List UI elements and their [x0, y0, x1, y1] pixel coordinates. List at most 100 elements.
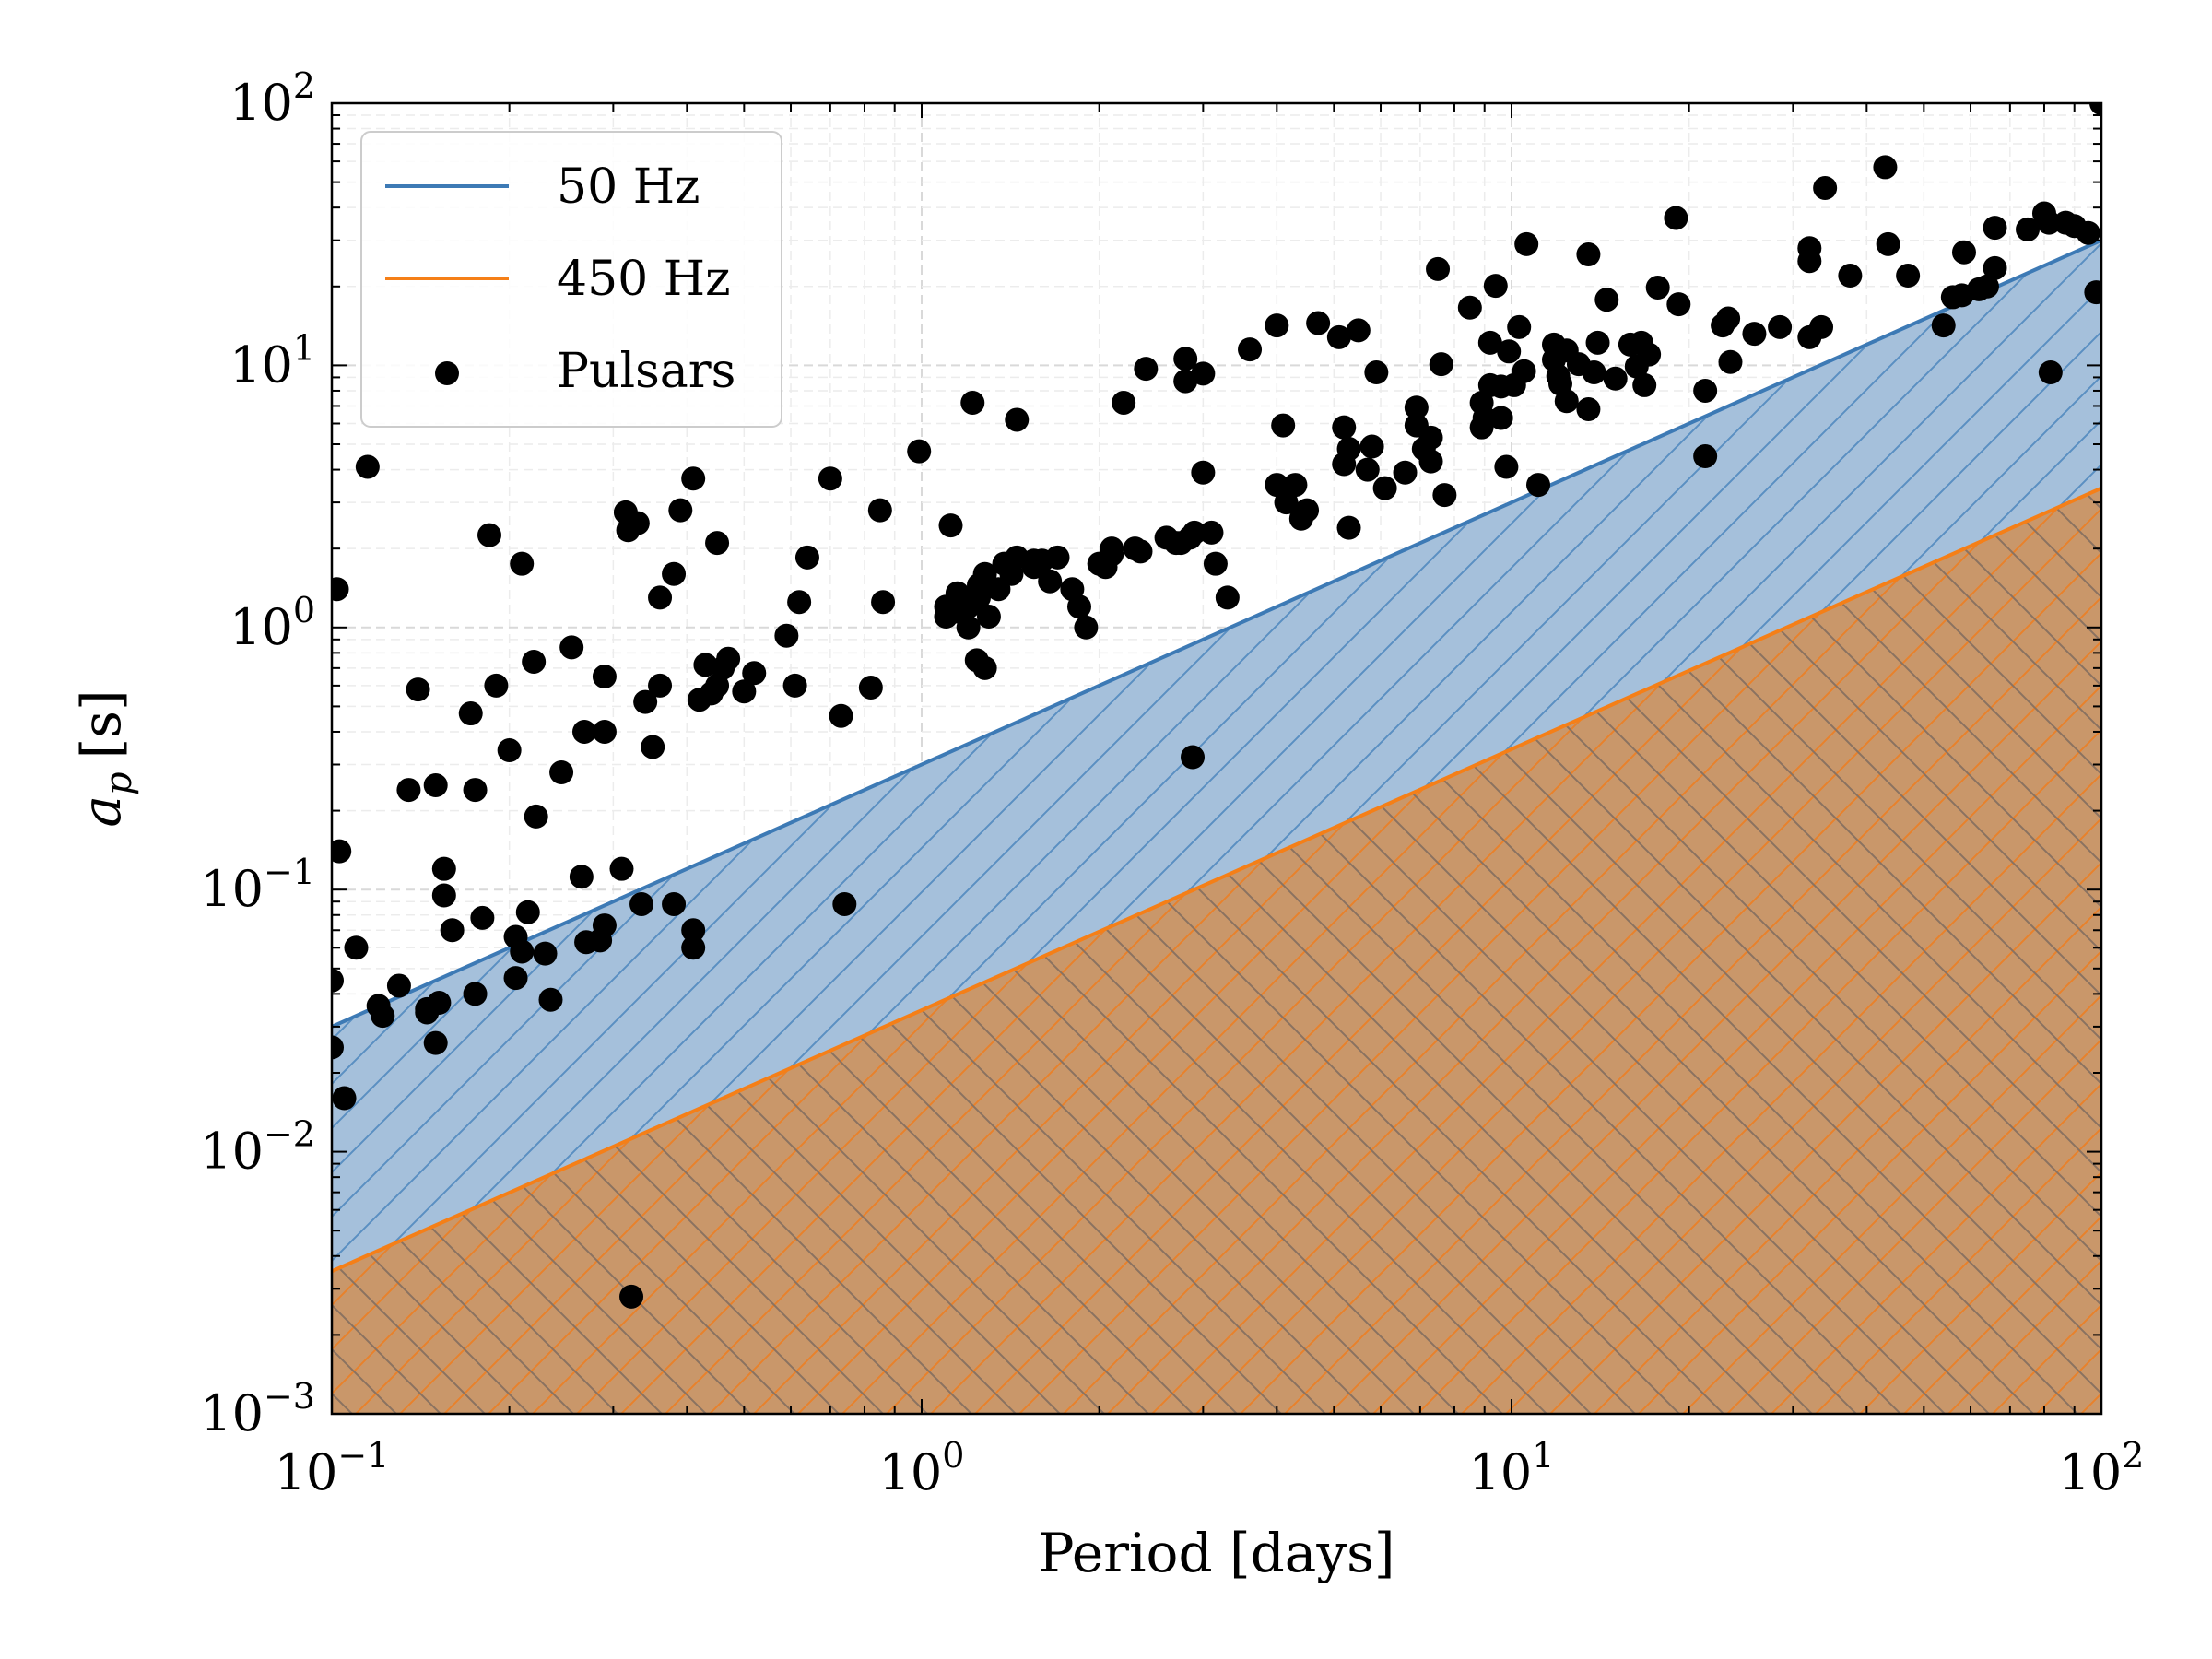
pulsar-point: [1582, 360, 1606, 385]
legend-swatch-pulsars: [435, 361, 459, 385]
pulsar-point: [463, 982, 488, 1006]
legend-box: [360, 131, 782, 428]
pulsar-point: [1181, 745, 1206, 770]
pulsar-point: [463, 778, 488, 803]
pulsar-point: [431, 883, 456, 908]
pulsar-point: [1554, 389, 1579, 414]
pulsar-point: [1005, 407, 1030, 432]
pulsar-point: [1742, 322, 1767, 347]
pulsar-point: [2084, 280, 2101, 305]
pulsar-point: [1594, 288, 1619, 312]
pulsar-point: [1645, 276, 1670, 300]
pulsar-point: [1576, 397, 1601, 422]
pulsar-point: [867, 498, 892, 523]
y-tick-label: 100: [229, 590, 315, 656]
y-axis-subscript: p: [98, 771, 140, 795]
pulsar-point: [515, 900, 540, 924]
pulsar-point: [705, 531, 730, 556]
pulsar-point: [1364, 360, 1389, 385]
pulsar-point: [484, 673, 509, 698]
pulsar-point: [1494, 454, 1519, 479]
pulsar-point: [1472, 406, 1497, 430]
x-tick-label: 10−1: [275, 1435, 390, 1501]
pulsar-point: [1112, 390, 1136, 415]
legend-label-pulsars: Pulsars: [557, 344, 735, 399]
y-tick-label: 10−1: [200, 852, 315, 918]
pulsar-point: [1512, 359, 1536, 383]
pulsar-point: [470, 905, 495, 930]
pulsar-point: [1418, 425, 1443, 450]
pulsar-point: [538, 987, 563, 1012]
y-tick-label: 101: [229, 327, 315, 394]
pulsar-point: [1326, 324, 1351, 349]
pulsar-point: [1283, 473, 1308, 498]
pulsar-point: [1355, 457, 1380, 482]
pulsar-point: [787, 590, 812, 615]
pulsar-point: [629, 891, 654, 916]
pulsar-point: [648, 585, 673, 610]
pulsar-point: [1974, 274, 1999, 299]
pulsar-point: [355, 454, 380, 479]
pulsar-point: [619, 1284, 644, 1309]
pulsar-point: [1238, 337, 1263, 362]
legend-label-50hz: 50 Hz: [557, 159, 700, 215]
pulsar-point: [1457, 295, 1482, 320]
pulsar-point: [681, 918, 706, 943]
pulsar-point: [510, 551, 535, 576]
y-tick-label: 10−2: [200, 1114, 315, 1181]
pulsar-point: [1265, 313, 1289, 338]
pulsar-point: [1809, 314, 1834, 339]
pulsar-point: [1426, 256, 1451, 281]
pulsar-point: [1182, 520, 1206, 545]
pulsar-point: [871, 590, 896, 615]
pulsar-point: [858, 675, 883, 700]
pulsar-point: [1173, 347, 1198, 371]
y-axis-label: ap [s]: [70, 689, 140, 827]
pulsar-point: [668, 498, 693, 523]
pulsar-point: [1497, 339, 1522, 364]
pulsar-point: [588, 928, 613, 953]
pulsar-point: [1191, 460, 1216, 485]
x-axis-label: Period [days]: [1039, 1522, 1395, 1584]
pulsar-point: [477, 523, 501, 547]
pulsar-point: [569, 865, 594, 889]
pulsar-point: [1066, 594, 1091, 619]
pulsar-point: [1718, 349, 1743, 374]
y-tick-label: 10−3: [200, 1376, 315, 1442]
pulsar-point: [497, 738, 522, 763]
pulsar-point: [794, 545, 819, 570]
pulsar-point: [572, 719, 597, 744]
pulsar-point: [972, 655, 997, 680]
pulsar-point: [648, 673, 673, 698]
pulsar-point: [938, 513, 963, 538]
pulsar-point: [1514, 231, 1539, 256]
pulsar-point: [1488, 406, 1513, 430]
pulsar-point: [1045, 545, 1070, 570]
pulsar-point: [732, 679, 757, 704]
x-tick-label: 102: [2059, 1435, 2145, 1501]
pulsar-point: [1265, 473, 1289, 498]
pulsar-point: [1896, 264, 1921, 288]
pulsar-point: [510, 939, 535, 964]
pulsar-point: [662, 561, 687, 586]
pulsar-points: [332, 103, 2101, 1309]
pulsar-point: [2076, 220, 2100, 245]
curve-450hz: [331, 486, 2102, 1274]
pulsar-point: [458, 701, 483, 726]
pulsar-point: [1306, 311, 1331, 335]
pulsar-point: [1876, 231, 1900, 256]
pulsar-point: [641, 735, 665, 759]
pulsar-point: [1951, 240, 1976, 265]
pulsar-point: [1693, 444, 1718, 469]
x-tick-label: 100: [879, 1435, 965, 1501]
pulsar-point: [1693, 378, 1718, 403]
pulsar-point: [1215, 585, 1240, 610]
pulsar-point: [774, 623, 799, 648]
plot-frame: [330, 101, 2103, 1416]
pulsar-point: [1429, 352, 1453, 377]
pulsar-point: [1199, 520, 1224, 545]
legend: 50 Hz 450 Hz Pulsars: [360, 131, 782, 428]
pulsar-point: [1931, 313, 1956, 338]
pulsar-point: [1372, 476, 1397, 500]
